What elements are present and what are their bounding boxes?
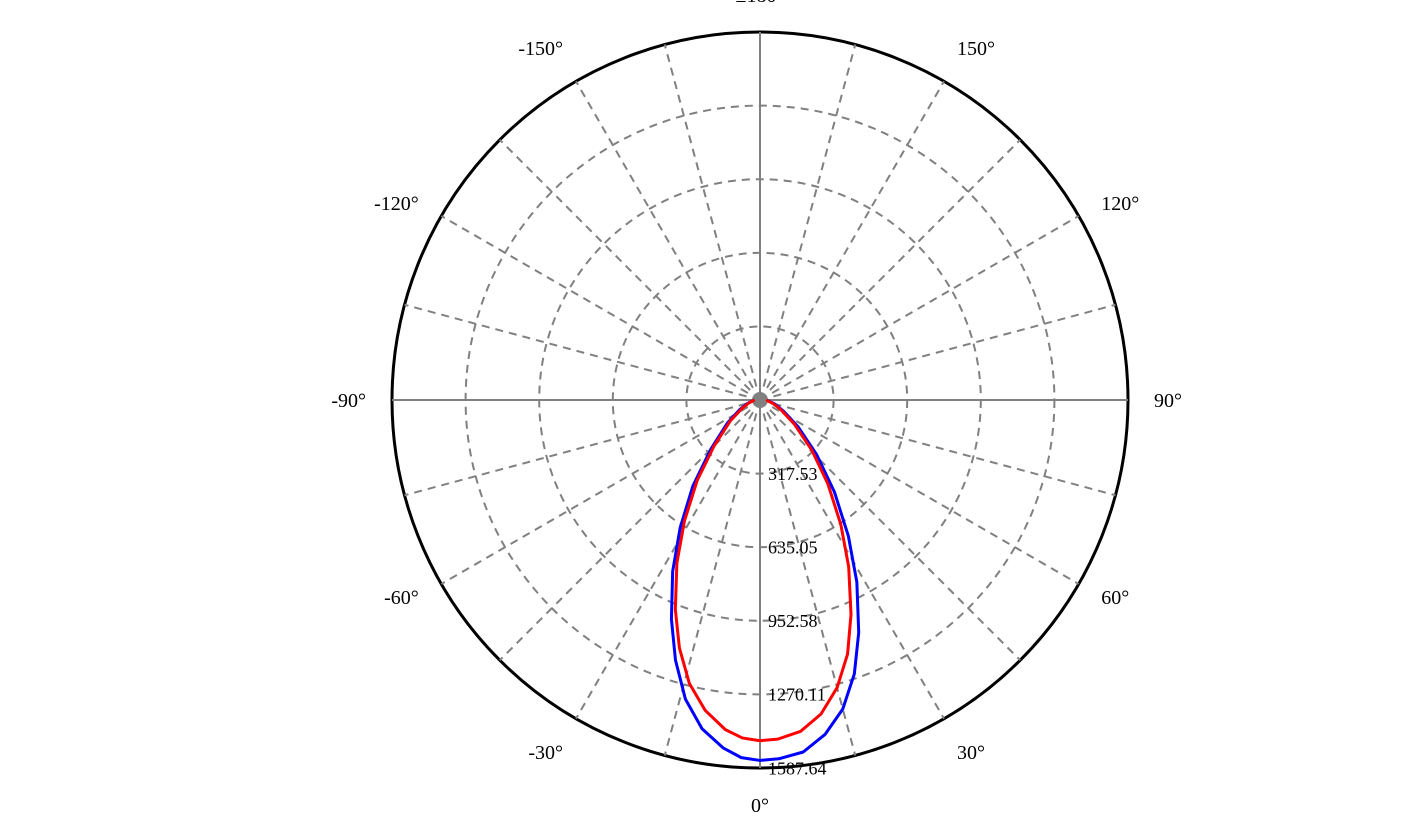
radial-label: 952.58 xyxy=(768,611,818,631)
angle-label: 120° xyxy=(1101,193,1139,215)
angle-label: 90° xyxy=(1154,390,1182,412)
polar-grid xyxy=(392,32,1128,768)
angle-label: -120° xyxy=(374,193,419,215)
angle-label: 30° xyxy=(957,742,985,764)
angle-label: 60° xyxy=(1101,587,1129,609)
angle-label: -90° xyxy=(331,390,366,412)
angle-label: -30° xyxy=(528,742,563,764)
radial-label: 1587.64 xyxy=(768,758,827,778)
polar-chart-container: ±180° -150° -120° -90° -60° -30° 0° 30° 60° 90° 12… xyxy=(0,0,1416,824)
angle-label: -150° xyxy=(518,38,563,60)
radial-label: 317.53 xyxy=(768,464,818,484)
polar-chart: ±180° -150° -120° -90° -60° -30° 0° 30° 60° 90° 12… xyxy=(0,0,1416,824)
radial-label: 1270.11 xyxy=(768,685,826,705)
angle-label: 0° xyxy=(751,795,769,817)
angle-label: ±180° xyxy=(736,0,785,7)
angle-label: 150° xyxy=(957,38,995,60)
radial-label: 635.05 xyxy=(768,537,818,557)
angle-label: -60° xyxy=(384,587,419,609)
